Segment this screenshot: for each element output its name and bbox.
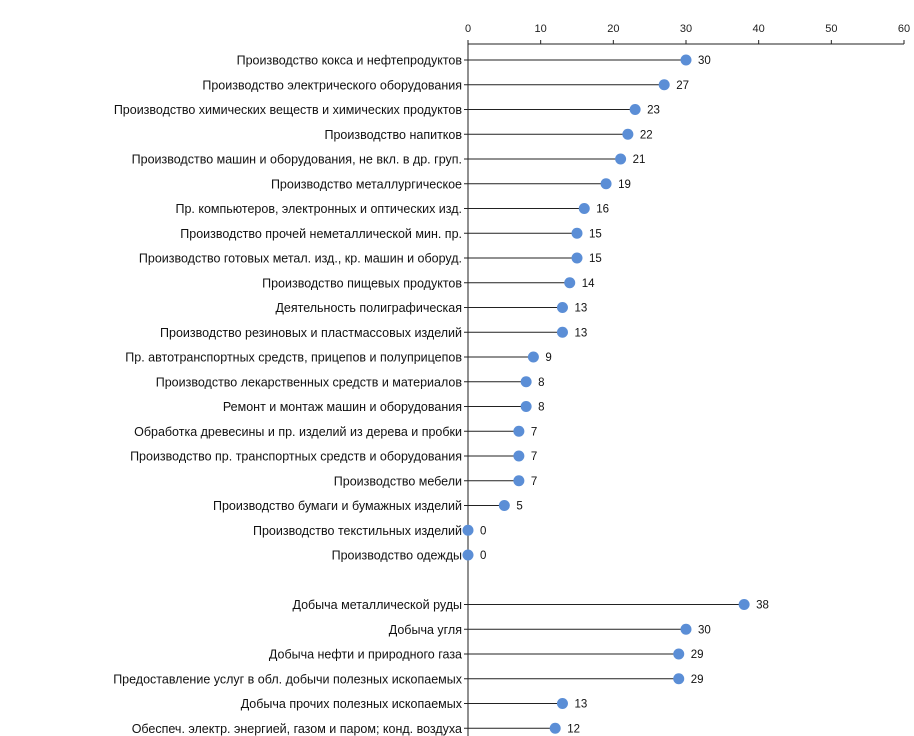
lollipop-dot xyxy=(513,475,525,487)
data-label: 15 xyxy=(589,228,602,240)
x-tick-label: 30 xyxy=(680,23,692,35)
x-tick-label: 10 xyxy=(535,23,547,35)
lollipop-dot xyxy=(680,623,692,635)
x-tick-label: 40 xyxy=(753,23,765,35)
data-label: 8 xyxy=(538,377,544,389)
data-label: 23 xyxy=(647,105,660,117)
category-label: Производство лекарственных средств и мат… xyxy=(156,375,463,389)
data-label: 29 xyxy=(691,674,704,686)
category-label: Производство мебели xyxy=(334,474,462,488)
lollipop-dot xyxy=(498,500,510,511)
category-label: Деятельность полиграфическая xyxy=(275,301,462,315)
data-label: 7 xyxy=(531,451,537,463)
data-label: 16 xyxy=(596,204,609,216)
data-label: 13 xyxy=(574,303,587,315)
category-label: Обработка древесины и пр. изделий из дер… xyxy=(134,425,462,439)
x-tick-label: 50 xyxy=(825,23,837,35)
data-label: 9 xyxy=(545,352,551,364)
data-label: 22 xyxy=(640,129,653,141)
data-label: 5 xyxy=(516,501,522,513)
lollipop-dot xyxy=(556,326,568,338)
chart-marks: Производство кокса и нефтепродуктов 30 Про… xyxy=(113,54,769,736)
lollipop-dot xyxy=(629,104,641,115)
x-tick-label: 20 xyxy=(607,23,619,35)
category-label: Обеспеч. электр. энергией, газом и паром… xyxy=(132,722,462,736)
data-label: 13 xyxy=(574,699,587,711)
data-label: 21 xyxy=(633,154,646,166)
lollipop-dot xyxy=(600,178,612,190)
lollipop-dot xyxy=(527,351,539,363)
category-label: Производство кокса и нефтепродуктов xyxy=(237,54,463,68)
lollipop-dot xyxy=(556,302,568,313)
category-label: Предоставление услуг в обл. добычи полез… xyxy=(113,672,463,686)
lollipop-dot xyxy=(680,54,692,66)
lollipop-dot xyxy=(564,277,576,289)
lollipop-dot xyxy=(578,203,590,214)
lollipop-dot xyxy=(520,401,532,412)
data-label: 12 xyxy=(567,723,580,735)
category-label: Добыча нефти и природного газа xyxy=(269,648,462,662)
lollipop-dot xyxy=(571,227,583,239)
category-label: Ремонт и монтаж машин и оборудования xyxy=(223,400,462,414)
data-label: 30 xyxy=(698,624,711,636)
lollipop-dot xyxy=(513,425,525,437)
data-label: 30 xyxy=(698,55,711,67)
data-label: 7 xyxy=(531,476,537,488)
lollipop-dot xyxy=(673,673,685,685)
lollipop-dot xyxy=(556,698,568,709)
data-label: 19 xyxy=(618,179,631,191)
data-label: 13 xyxy=(574,327,587,339)
data-label: 15 xyxy=(589,253,602,265)
data-label: 0 xyxy=(480,525,486,537)
x-axis: 0 10 20 30 40 50 60 xyxy=(464,23,910,736)
category-label: Производство пищевых продуктов xyxy=(262,276,462,290)
lollipop-dot xyxy=(462,524,474,536)
category-label: Добыча металлической руды xyxy=(292,598,462,612)
category-label: Добыча прочих полезных ископаемых xyxy=(241,697,463,711)
data-label: 27 xyxy=(676,80,689,92)
category-label: Производство готовых метал. изд., кр. ма… xyxy=(139,252,462,266)
data-label: 7 xyxy=(531,426,537,438)
lollipop-dot xyxy=(615,153,627,165)
category-label: Производство напитков xyxy=(324,128,462,142)
data-label: 8 xyxy=(538,402,544,414)
category-label: Пр. автотранспортных средств, прицепов и… xyxy=(125,351,462,365)
data-label: 14 xyxy=(582,278,595,290)
x-tick-label: 60 xyxy=(898,23,910,35)
category-label: Производство резиновых и пластмассовых и… xyxy=(160,326,462,340)
category-label: Производство одежды xyxy=(332,549,462,563)
category-label: Пр. компьютеров, электронных и оптически… xyxy=(175,202,462,216)
lollipop-dot xyxy=(549,722,561,734)
category-label: Добыча угля xyxy=(389,623,462,637)
data-label: 38 xyxy=(756,600,769,612)
category-label: Производство бумаги и бумажных изделий xyxy=(213,499,462,513)
category-label: Производство металлургическое xyxy=(271,177,462,191)
data-label: 29 xyxy=(691,649,704,661)
lollipop-dot xyxy=(513,450,525,462)
category-label: Производство машин и оборудования, не вк… xyxy=(132,153,462,167)
category-label: Производство прочей неметаллической мин.… xyxy=(180,227,462,241)
category-label: Производство текстильных изделий xyxy=(253,524,462,538)
x-tick-label: 0 xyxy=(465,23,471,35)
category-label: Производство пр. транспортных средств и … xyxy=(130,450,462,464)
category-label: Производство химических веществ и химиче… xyxy=(114,103,463,117)
lollipop-dot xyxy=(462,549,474,561)
lollipop-dot xyxy=(571,252,583,264)
lollipop-dot xyxy=(520,376,532,388)
lollipop-dot xyxy=(738,599,750,610)
lollipop-dot xyxy=(622,128,634,140)
category-label: Производство электрического оборудования xyxy=(202,78,462,92)
data-label: 0 xyxy=(480,550,486,562)
lollipop-dot xyxy=(658,79,670,91)
lollipop-dot xyxy=(673,648,685,660)
